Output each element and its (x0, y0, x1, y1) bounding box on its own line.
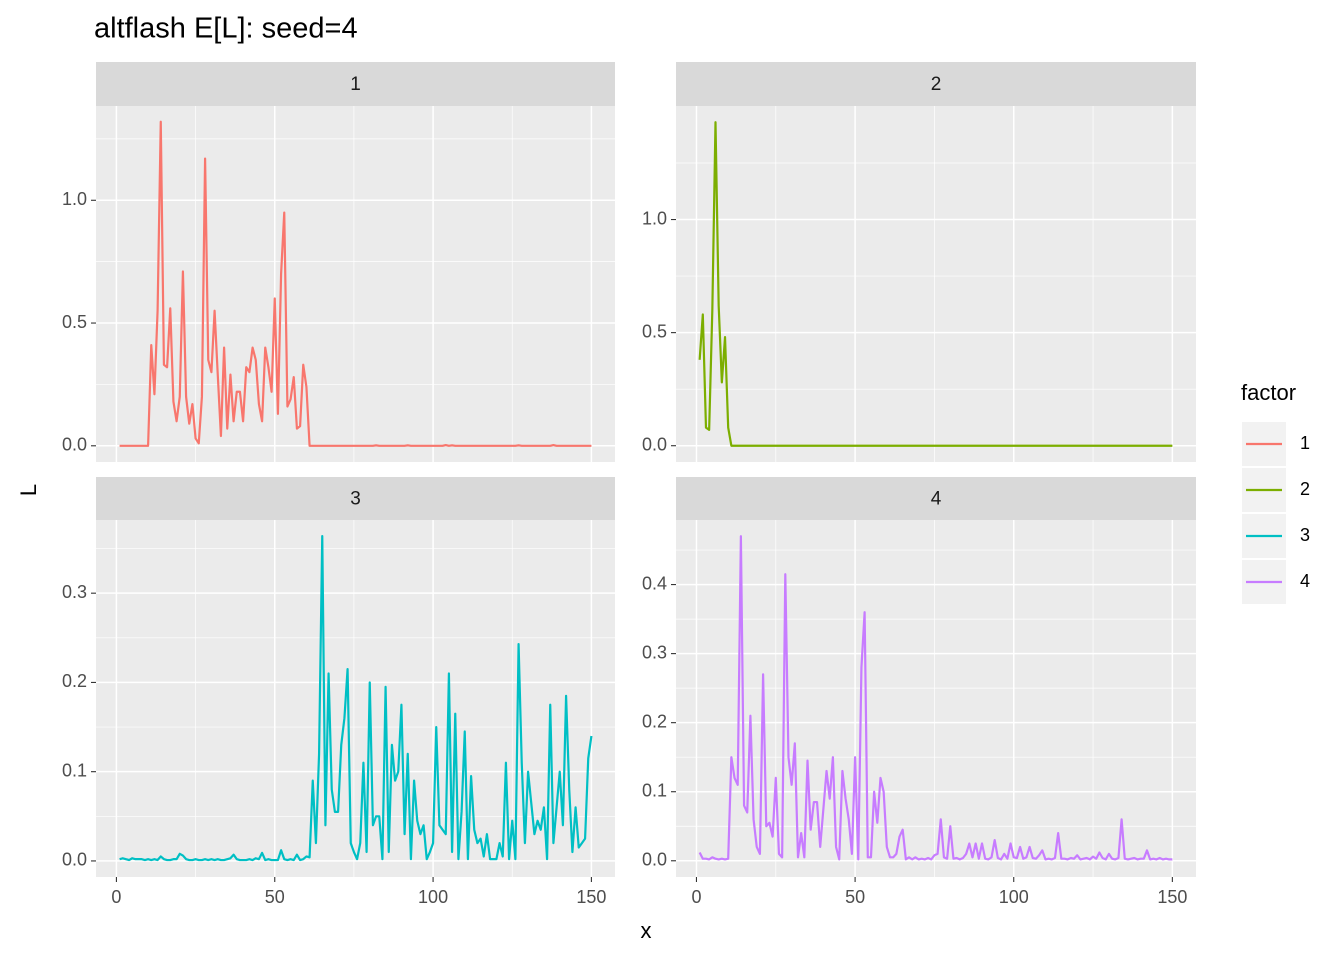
y-tick-label: 0.5 (62, 312, 87, 332)
strip-label: 2 (931, 74, 942, 95)
y-tick-label: 1.0 (642, 208, 667, 228)
data-line (119, 534, 593, 862)
x-tick-label: 150 (576, 887, 606, 907)
strip-label: 3 (350, 489, 361, 510)
y-tick-label: 0.3 (62, 582, 87, 602)
chart-title: altflash E[L]: seed=4 (94, 13, 358, 45)
y-tick-label: 0.0 (642, 434, 667, 454)
y-tick-label: 0.2 (62, 671, 87, 691)
y-tick-label: 0.1 (642, 780, 667, 800)
legend-title: factor (1241, 380, 1296, 405)
data-line (119, 120, 592, 447)
y-tick-label: 0.3 (642, 642, 667, 662)
strip-background (676, 62, 1196, 106)
strip-background (96, 62, 615, 106)
strip-label: 1 (350, 74, 361, 95)
panel-background (676, 106, 1196, 462)
x-tick-label: 50 (265, 887, 285, 907)
x-axis-label: x (641, 918, 652, 943)
x-tick-label: 0 (691, 887, 701, 907)
y-axis-label: L (16, 484, 41, 496)
x-tick-label: 150 (1157, 887, 1187, 907)
y-tick-label: 0.5 (642, 321, 667, 341)
strip-label: 4 (931, 489, 942, 510)
strip-background (676, 477, 1196, 520)
y-tick-label: 0.0 (642, 850, 667, 870)
panel-data (119, 534, 593, 862)
x-tick-label: 50 (845, 887, 865, 907)
legend-label: 1 (1300, 433, 1310, 453)
y-tick-label: 0.1 (62, 760, 87, 780)
strip-background (96, 477, 615, 520)
data-line (698, 535, 1173, 861)
y-tick-label: 0.4 (642, 573, 667, 593)
x-tick-label: 100 (999, 887, 1029, 907)
panel-data (119, 120, 592, 447)
panel-background (96, 520, 615, 877)
legend-label: 3 (1300, 525, 1310, 545)
y-tick-label: 0.0 (62, 435, 87, 455)
y-tick-label: 1.0 (62, 189, 87, 209)
y-tick-label: 0.0 (62, 850, 87, 870)
panel-data (698, 535, 1173, 861)
legend-label: 4 (1300, 571, 1310, 591)
legend-label: 2 (1300, 479, 1310, 499)
panel-data (698, 121, 1173, 447)
data-line (698, 121, 1173, 447)
y-tick-label: 0.2 (642, 711, 667, 731)
x-tick-label: 100 (418, 887, 448, 907)
x-tick-label: 0 (111, 887, 121, 907)
